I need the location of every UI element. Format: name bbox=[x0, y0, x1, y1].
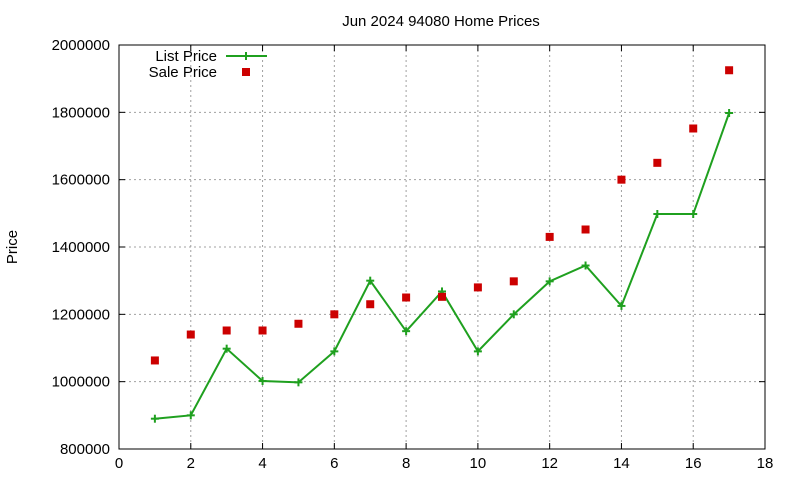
y-tick-label: 1400000 bbox=[52, 239, 110, 256]
list-price-point bbox=[402, 327, 411, 336]
list-price-point bbox=[330, 347, 339, 356]
sale-price-point bbox=[258, 326, 267, 335]
sale-price-point bbox=[438, 292, 446, 301]
sale-price-point bbox=[545, 232, 554, 241]
legend-swatch-sale-price bbox=[242, 68, 250, 76]
sale-price-point bbox=[294, 319, 303, 328]
sale-price-point bbox=[617, 175, 626, 184]
list-price-point bbox=[366, 276, 375, 285]
x-tick-label: 8 bbox=[402, 455, 410, 472]
x-tick-label: 14 bbox=[613, 455, 630, 472]
x-tick-label: 6 bbox=[330, 455, 338, 472]
list-price-point bbox=[689, 210, 698, 219]
x-tick-label: 16 bbox=[685, 455, 702, 472]
sale-price-point bbox=[330, 310, 339, 319]
sale-price-point bbox=[366, 300, 375, 309]
x-tick-label: 18 bbox=[757, 455, 774, 472]
sale-price-point bbox=[653, 158, 662, 167]
list-price-point bbox=[222, 344, 231, 353]
sale-price-point bbox=[473, 283, 482, 292]
list-price-line bbox=[154, 112, 731, 420]
y-tick-label: 1800000 bbox=[52, 104, 110, 121]
chart-title: Jun 2024 94080 Home Prices bbox=[342, 13, 540, 30]
sale-price-point bbox=[402, 293, 411, 302]
x-tick-label: 4 bbox=[258, 455, 266, 472]
list-price-point bbox=[545, 277, 554, 286]
sale-price-point bbox=[150, 356, 159, 365]
list-price-point bbox=[653, 210, 662, 219]
sale-price-point bbox=[186, 330, 195, 339]
sale-price-point bbox=[509, 277, 518, 286]
list-price-point bbox=[258, 376, 267, 385]
ticks: 0 2 4 6 8 10 12 14 16 18 800000 1000000 1200000 14000… bbox=[52, 37, 774, 472]
x-tick-label: 12 bbox=[541, 455, 558, 472]
list-price-point bbox=[150, 414, 159, 423]
x-tick-label: 10 bbox=[470, 455, 487, 472]
y-axis-label: Price bbox=[4, 230, 21, 264]
y-tick-label: 2000000 bbox=[52, 37, 110, 54]
list-price-point bbox=[725, 109, 734, 118]
y-tick-label: 1000000 bbox=[52, 374, 110, 391]
y-tick-label: 1600000 bbox=[52, 172, 110, 189]
list-price-point bbox=[509, 310, 518, 319]
grid bbox=[119, 45, 765, 449]
list-price-point bbox=[581, 261, 590, 270]
y-tick-label: 800000 bbox=[60, 441, 110, 458]
x-tick-label: 0 bbox=[115, 455, 123, 472]
sale-price-point bbox=[689, 124, 698, 133]
y-tick-label: 1200000 bbox=[52, 306, 110, 323]
series-layer bbox=[150, 66, 734, 423]
plot-frame bbox=[118, 44, 766, 450]
legend-label-list-price: List Price bbox=[155, 48, 217, 65]
x-tick-label: 2 bbox=[187, 455, 195, 472]
list-price-point bbox=[294, 378, 303, 387]
sale-price-point bbox=[725, 66, 734, 75]
list-price-point bbox=[473, 347, 482, 356]
list-price-point bbox=[186, 411, 195, 420]
legend-label-sale-price: Sale Price bbox=[149, 64, 217, 81]
sale-price-point bbox=[222, 326, 231, 335]
list-price-point bbox=[617, 301, 626, 310]
sale-price-point bbox=[581, 225, 590, 234]
legend-marker-list-price bbox=[242, 52, 250, 60]
